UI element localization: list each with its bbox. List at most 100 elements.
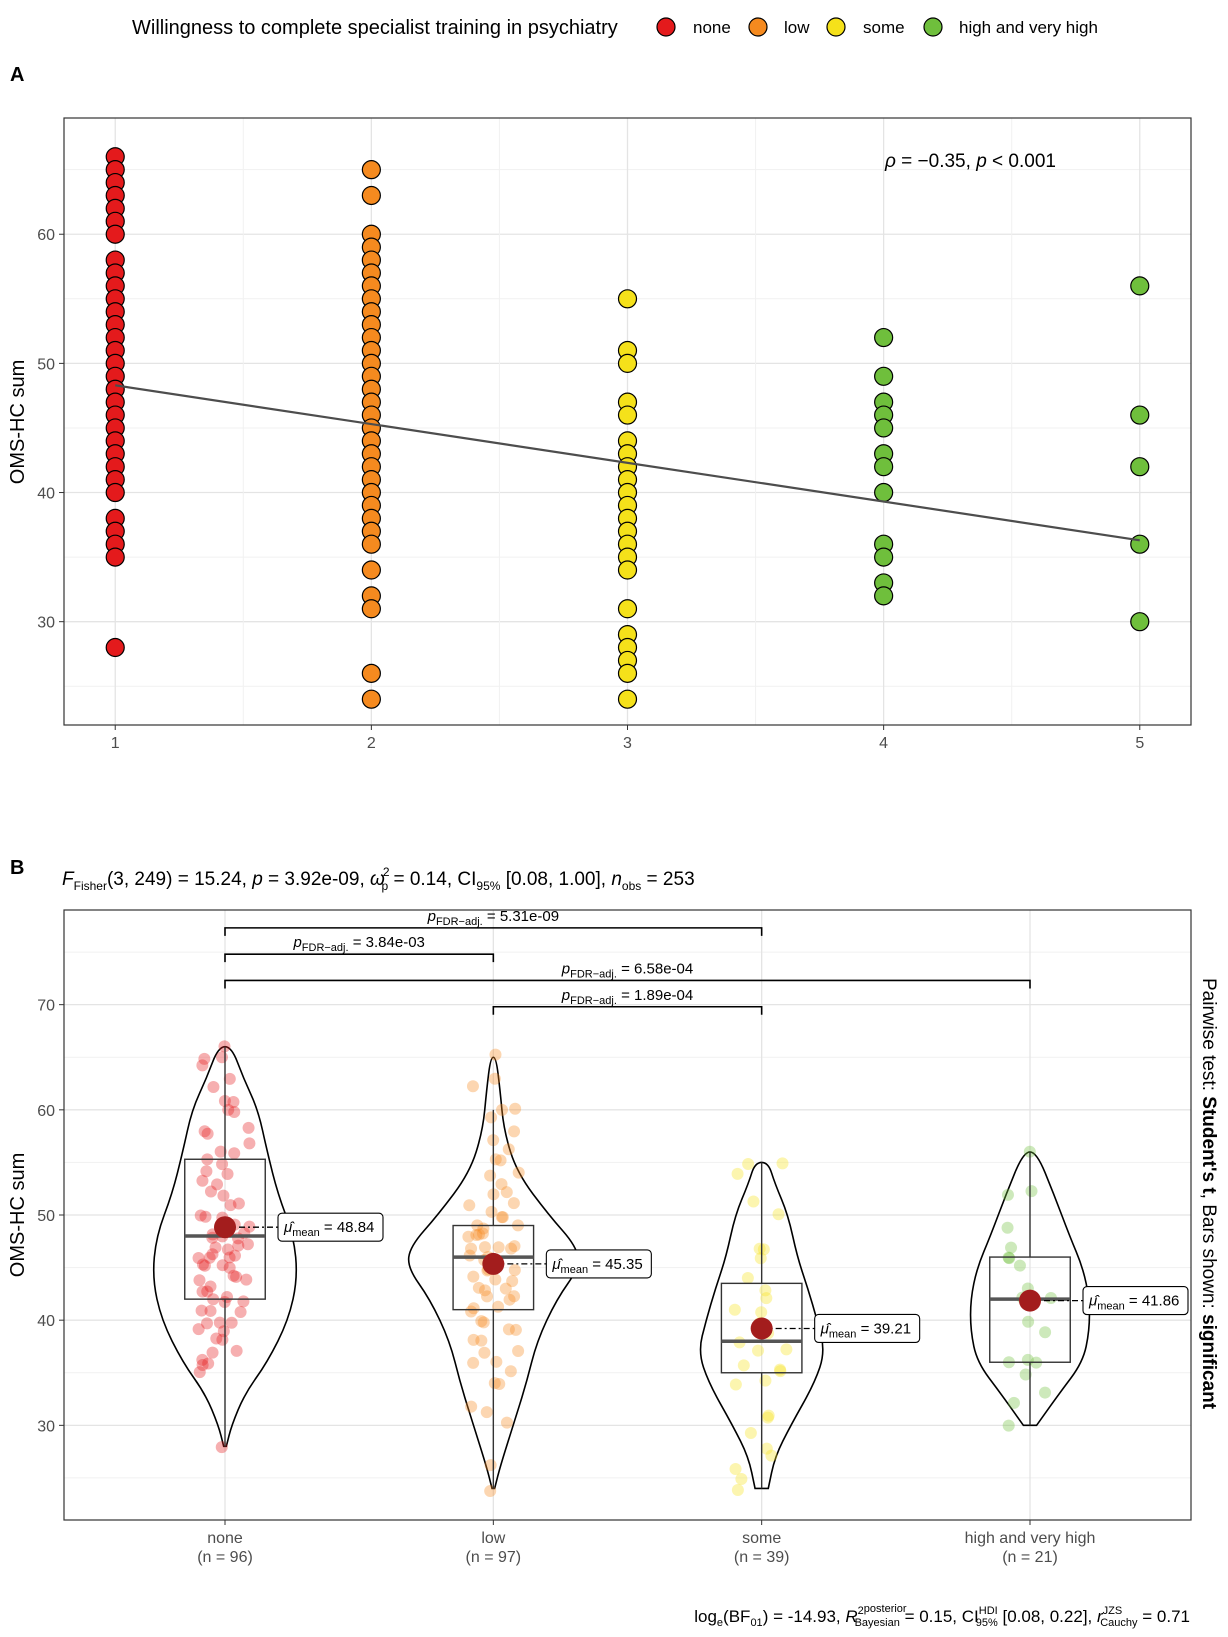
jitter-point-low [495, 1178, 508, 1191]
jitter-point-low [484, 1485, 497, 1498]
jitter-point-high-and-very-high [1022, 1315, 1035, 1328]
a-point-high-and-very-high [1130, 276, 1150, 296]
a-ytick-label: 30 [37, 615, 55, 632]
jitter-point-some [765, 1449, 778, 1462]
a-point-high-and-very-high [1130, 534, 1150, 554]
cmp-sub: FDR−adj. [302, 942, 349, 954]
jitter-point-none [214, 1145, 227, 1158]
jitter-point-none [206, 1346, 219, 1359]
jitter-point-none [196, 1353, 209, 1366]
jitter-point-none [232, 1197, 245, 1210]
jitter-point-none [217, 1189, 230, 1202]
comparison-bracket [224, 979, 1031, 989]
jitter-point-none [206, 1248, 219, 1261]
a-point-high-and-very-high [1130, 612, 1150, 632]
b-xtick-category: some [742, 1530, 781, 1547]
jitter-point-none [221, 1168, 234, 1181]
ci-sub: 95% [476, 879, 500, 893]
r-value: = 0.71 [1138, 1607, 1190, 1626]
p-value-b: = 3.92e-09, [263, 869, 370, 890]
box-some [720, 1282, 803, 1374]
b-ytick-label: 60 [37, 1103, 55, 1120]
a-point-high-and-very-high [1130, 457, 1150, 477]
bf-text: (BF [723, 1607, 750, 1626]
panel-b-plot: μ̂mean = 48.84μ̂mean = 45.35μ̂mean = 39.… [7, 908, 1192, 1566]
jitter-point-low [462, 1230, 475, 1243]
r-symbol: r [1097, 1607, 1104, 1626]
jitter-point-low [478, 1346, 491, 1359]
mean-label-box [1082, 1286, 1189, 1316]
a-point-low [361, 185, 381, 206]
jitter-point-low [488, 1377, 501, 1390]
jitter-point-none [217, 1325, 230, 1338]
a-point-none [105, 482, 125, 503]
a-point-some [617, 353, 638, 373]
jitter-point-none [220, 1291, 233, 1304]
jitter-point-none [196, 1059, 209, 1072]
jitter-point-none [228, 1249, 241, 1262]
mean-point-low [482, 1252, 505, 1275]
n-symbol: n [611, 869, 622, 890]
pairwise-mid: , Bars shown: [1198, 1194, 1219, 1314]
jitter-point-none [211, 1178, 224, 1191]
jitter-point-some [735, 1473, 748, 1486]
jitter-point-some [744, 1427, 757, 1440]
jitter-point-low [475, 1334, 488, 1347]
jitter-point-low [485, 1205, 498, 1218]
bf-sub: 01 [750, 1617, 762, 1629]
jitter-point-none [198, 1259, 211, 1272]
jitter-point-none [193, 1274, 206, 1287]
pairwise-caption: Pairwise test: Student's t, Bars shown: … [1198, 978, 1219, 1410]
jitter-point-none [200, 1165, 213, 1178]
jitter-point-high-and-very-high [1007, 1396, 1020, 1409]
jitter-point-low [470, 1229, 483, 1242]
jitter-point-none [223, 1251, 236, 1264]
jitter-point-none [230, 1270, 243, 1283]
comparison-bracket [224, 927, 763, 936]
jitter-point-some [754, 1252, 767, 1265]
panel-b-means: μ̂mean = 48.84μ̂mean = 45.35μ̂mean = 39.… [214, 1212, 1189, 1344]
a-point-low [361, 560, 381, 580]
mean-point-none [214, 1216, 236, 1239]
jitter-point-low [489, 1048, 502, 1061]
jitter-point-none [230, 1344, 243, 1357]
jitter-point-none [209, 1241, 222, 1254]
f-symbol: F [62, 869, 75, 890]
legend-key-low [748, 17, 768, 37]
omega-sub: p [382, 879, 389, 893]
r2-sup: 2 [858, 1605, 864, 1617]
a-point-none [105, 637, 125, 658]
jitter-point-low [493, 1378, 506, 1391]
jitter-point-some [760, 1292, 773, 1305]
jitter-point-some [760, 1442, 773, 1455]
jitter-point-none [228, 1105, 241, 1118]
legend-label-some: some [863, 18, 905, 37]
jitter-point-low [507, 1197, 520, 1210]
jitter-point-none [241, 1238, 254, 1251]
hdi-value: [0.08, 0.22], [998, 1607, 1097, 1626]
jitter-point-low [467, 1356, 480, 1369]
jitter-point-some [752, 1344, 765, 1357]
a-point-low [361, 160, 381, 180]
jitter-point-low [502, 1323, 515, 1336]
a-point-high-and-very-high [874, 418, 894, 438]
r2-posterior: posterior [864, 1603, 907, 1615]
p-value: < 0.001 [987, 151, 1056, 172]
jitter-point-none [243, 1137, 256, 1150]
mean-value: = 48.84 [320, 1219, 375, 1236]
a-ytick-label: 60 [37, 227, 55, 244]
a-xtick-label: 3 [623, 735, 632, 752]
jitter-point-some [737, 1359, 750, 1372]
jitter-point-some [772, 1208, 785, 1221]
jitter-point-low [465, 1305, 478, 1318]
jitter-point-none [203, 1251, 216, 1264]
jitter-point-low [500, 1416, 513, 1429]
a-point-some [617, 689, 638, 709]
jitter-point-none [204, 1280, 217, 1293]
jitter-point-low [508, 1125, 521, 1138]
mean-label: μ̂mean = 48.84 [283, 1219, 374, 1239]
jitter-point-high-and-very-high [1013, 1259, 1026, 1272]
cmp-p: p [427, 908, 436, 925]
jitter-point-some [774, 1365, 787, 1378]
jitter-point-high-and-very-high [1001, 1221, 1014, 1234]
